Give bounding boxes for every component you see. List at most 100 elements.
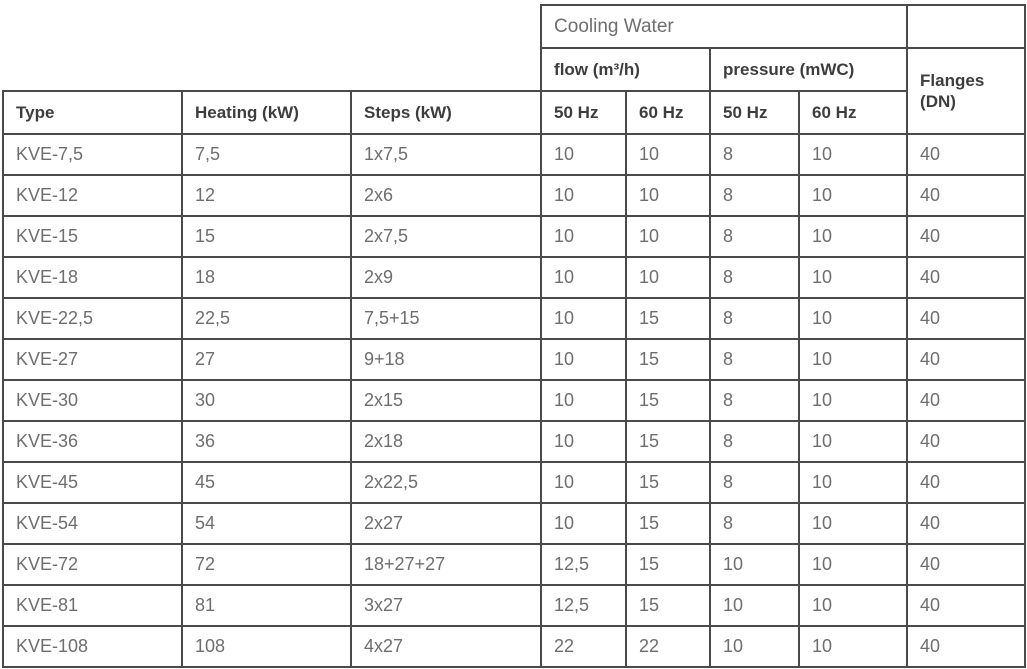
cell-pressure-60hz: 10 — [798, 338, 909, 381]
cell-flanges: 40 — [906, 584, 1027, 627]
cell-flow-50hz: 10 — [540, 338, 628, 381]
cell-steps: 2x15 — [349, 379, 543, 422]
table-row: KVE-30 30 2x15 10 15 8 10 40 — [2, 379, 1027, 422]
cell-pressure-60hz: 10 — [798, 174, 909, 217]
cell-pressure-50hz: 8 — [709, 174, 801, 217]
cell-heating: 36 — [181, 420, 352, 463]
cell-heating: 7,5 — [181, 133, 352, 176]
table-row: KVE-54 54 2x27 10 15 8 10 40 — [2, 502, 1027, 545]
cell-steps: 2x9 — [349, 256, 543, 299]
cell-heating: 81 — [181, 584, 352, 627]
cell-heating: 30 — [181, 379, 352, 422]
flow-60hz-column-header: 60 Hz — [625, 90, 712, 135]
table-row: KVE-72 72 18+27+27 12,5 15 10 10 40 — [2, 543, 1027, 586]
cell-flow-50hz: 10 — [540, 133, 628, 176]
cell-pressure-50hz: 8 — [709, 297, 801, 340]
cell-flow-50hz: 10 — [540, 502, 628, 545]
cell-steps: 7,5+15 — [349, 297, 543, 340]
cell-pressure-60hz: 10 — [798, 379, 909, 422]
cell-flow-60hz: 15 — [625, 338, 712, 381]
cell-flow-60hz: 22 — [625, 625, 712, 668]
table-row: KVE-22,5 22,5 7,5+15 10 15 8 10 40 — [2, 297, 1027, 340]
cell-flow-60hz: 10 — [625, 256, 712, 299]
cell-flanges: 40 — [906, 625, 1027, 668]
cell-flow-50hz: 10 — [540, 174, 628, 217]
header-row-columns: Type Heating (kW) Steps (kW) 50 Hz 60 Hz… — [2, 90, 1025, 135]
cell-steps: 2x27 — [349, 502, 543, 545]
cell-flanges: 40 — [906, 256, 1027, 299]
cell-steps: 3x27 — [349, 584, 543, 627]
cell-pressure-60hz: 10 — [798, 502, 909, 545]
cell-heating: 72 — [181, 543, 352, 586]
cell-heating: 27 — [181, 338, 352, 381]
cell-type: KVE-27 — [2, 338, 183, 381]
cell-pressure-50hz: 8 — [709, 215, 801, 258]
cell-flanges: 40 — [906, 215, 1027, 258]
cell-steps: 18+27+27 — [349, 543, 543, 586]
cell-flanges: 40 — [906, 420, 1027, 463]
table-row: KVE-108 108 4x27 22 22 10 10 40 — [2, 625, 1027, 668]
header-row-group: Cooling Water — [3, 4, 1027, 49]
cell-steps: 2x6 — [349, 174, 543, 217]
cell-flow-60hz: 15 — [625, 543, 712, 586]
cell-pressure-60hz: 10 — [798, 256, 909, 299]
pressure-60hz-column-header: 60 Hz — [798, 90, 909, 135]
spacer-cell — [3, 5, 542, 48]
cell-type: KVE-81 — [2, 584, 183, 627]
steps-column-header: Steps (kW) — [349, 90, 543, 135]
cell-pressure-60hz: 10 — [798, 133, 909, 176]
cell-flanges: 40 — [906, 461, 1027, 504]
cell-pressure-60hz: 10 — [798, 215, 909, 258]
flanges-header-line2: (DN) — [920, 92, 956, 111]
cell-flow-60hz: 15 — [625, 297, 712, 340]
cell-flow-60hz: 15 — [625, 420, 712, 463]
table-row: KVE-81 81 3x27 12,5 15 10 10 40 — [2, 584, 1027, 627]
cell-flow-60hz: 15 — [625, 379, 712, 422]
table-row: KVE-27 27 9+18 10 15 8 10 40 — [2, 338, 1027, 381]
heating-column-header: Heating (kW) — [181, 90, 352, 135]
pressure-header: pressure (mWC) — [709, 47, 909, 92]
cell-steps: 2x7,5 — [349, 215, 543, 258]
cell-type: KVE-72 — [2, 543, 183, 586]
cell-flanges: 40 — [906, 379, 1027, 422]
pressure-50hz-column-header: 50 Hz — [709, 90, 801, 135]
table-row: KVE-36 36 2x18 10 15 8 10 40 — [2, 420, 1027, 463]
cell-pressure-50hz: 8 — [709, 379, 801, 422]
flanges-header-line1: Flanges — [920, 70, 985, 90]
cell-flow-50hz: 10 — [540, 379, 628, 422]
cell-flanges: 40 — [906, 543, 1027, 586]
flow-header: flow (m³/h) — [540, 47, 712, 92]
cell-pressure-60hz: 10 — [798, 584, 909, 627]
cell-flow-60hz: 15 — [625, 461, 712, 504]
cell-steps: 4x27 — [349, 625, 543, 668]
cooling-water-header: Cooling Water — [540, 4, 909, 49]
cell-heating: 18 — [181, 256, 352, 299]
empty-header-cell — [906, 4, 1027, 49]
type-column-header: Type — [2, 90, 183, 135]
cell-flanges: 40 — [906, 338, 1027, 381]
flanges-header: Flanges (DN) — [906, 47, 1027, 135]
cell-heating: 45 — [181, 461, 352, 504]
cell-heating: 108 — [181, 625, 352, 668]
table-row: KVE-7,5 7,5 1x7,5 10 10 8 10 40 — [2, 133, 1027, 176]
cell-flow-60hz: 10 — [625, 215, 712, 258]
spacer-cell — [3, 48, 542, 91]
cell-steps: 2x18 — [349, 420, 543, 463]
cell-type: KVE-30 — [2, 379, 183, 422]
cell-pressure-50hz: 10 — [709, 543, 801, 586]
table-row: KVE-12 12 2x6 10 10 8 10 40 — [2, 174, 1027, 217]
cell-flow-50hz: 12,5 — [540, 543, 628, 586]
cell-pressure-60hz: 10 — [798, 625, 909, 668]
cell-type: KVE-54 — [2, 502, 183, 545]
cell-type: KVE-22,5 — [2, 297, 183, 340]
cell-pressure-50hz: 8 — [709, 256, 801, 299]
cell-heating: 15 — [181, 215, 352, 258]
cell-pressure-50hz: 8 — [709, 420, 801, 463]
cell-pressure-60hz: 10 — [798, 420, 909, 463]
cell-pressure-50hz: 10 — [709, 584, 801, 627]
cell-steps: 2x22,5 — [349, 461, 543, 504]
cell-flow-50hz: 10 — [540, 256, 628, 299]
cell-flanges: 40 — [906, 133, 1027, 176]
cell-flow-60hz: 15 — [625, 584, 712, 627]
header-row-subgroup: flow (m³/h) pressure (mWC) Flanges (DN) — [3, 47, 1027, 135]
